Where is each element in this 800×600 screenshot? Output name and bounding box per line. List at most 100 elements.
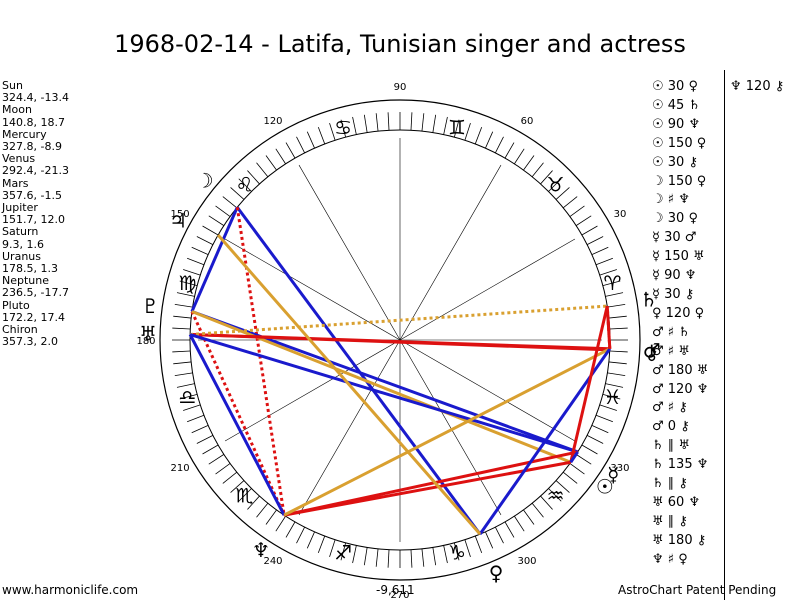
zodiac-sign-icon: ♈	[604, 271, 622, 295]
house-spoke	[399, 339, 502, 516]
degree-tick	[202, 225, 219, 236]
degree-tick	[317, 535, 326, 553]
aspect-table-extra: ♆ 120 ⚷	[730, 79, 785, 94]
planet-icon: ♄	[640, 287, 658, 311]
planet-icon: ♂	[643, 339, 661, 363]
aspect-row: ☉ 45 ♄	[652, 97, 701, 113]
degree-tick	[196, 434, 214, 444]
degree-tick	[410, 112, 413, 131]
degree-tick	[275, 515, 286, 532]
house-spoke	[399, 164, 502, 341]
outer-circle	[159, 99, 641, 581]
degree-tick	[352, 116, 357, 135]
degree-tick	[208, 215, 225, 226]
degree-tick	[464, 123, 471, 141]
aspect-line	[190, 310, 286, 516]
planet-position-list: Sun 324.4, -13.4 Moon 140.8, 18.7 Mercury 327…	[2, 79, 69, 349]
aspect-row: ♄ ∥ ♅	[652, 438, 691, 454]
degree-tick	[443, 545, 448, 564]
planet-icon: ☉	[596, 475, 614, 499]
planet-icon: ♀	[489, 561, 504, 585]
aspect-line	[283, 347, 611, 517]
aspect-line	[235, 207, 286, 516]
degree-tick	[605, 292, 624, 297]
degree-tick	[176, 292, 195, 297]
degree-label: 90	[394, 82, 407, 93]
degree-tick	[555, 480, 570, 493]
degree-tick	[523, 509, 535, 525]
degree-tick	[514, 148, 525, 165]
aspect-line	[605, 305, 612, 349]
degree-tick	[523, 155, 535, 171]
planet-coords: 357.3, 2.0	[2, 335, 58, 349]
planet-icon: ♃	[169, 209, 187, 233]
degree-tick	[375, 548, 379, 567]
aspect-row: ♂ 0 ⚷	[652, 419, 690, 435]
zodiac-sign-icon: ♍	[179, 271, 197, 295]
planet-coords: 151.7, 12.0	[2, 213, 65, 227]
planet-coords: 9.3, 1.6	[2, 237, 44, 251]
degree-label: 210	[170, 463, 189, 474]
degree-label: 330	[610, 463, 629, 474]
degree-tick	[474, 535, 483, 553]
degree-tick	[174, 303, 193, 308]
aspect-line	[191, 310, 579, 454]
planet-coords: 140.8, 18.7	[2, 115, 65, 129]
degree-tick	[340, 119, 347, 138]
degree-tick	[174, 372, 193, 377]
degree-tick	[540, 495, 553, 510]
aspect-row: ☉ 90 ♆	[652, 116, 701, 132]
degree-tick	[215, 205, 231, 217]
aspect-row: ☿ 30 ♂	[652, 230, 697, 246]
website-link[interactable]: www.harmoniclife.com	[2, 583, 139, 597]
aspect-row: ☿ 90 ♆	[652, 268, 697, 284]
planet-name: Venus	[2, 152, 36, 166]
zodiac-sign-icon: ♉	[547, 172, 565, 196]
aspect-line	[189, 333, 579, 454]
planet-icon: ♅	[139, 321, 157, 345]
aspect-row: ♅ 180 ⚷	[652, 532, 707, 548]
aspect-row: ♂ ♯ ♄	[652, 324, 690, 340]
degree-tick	[238, 178, 252, 192]
planet-name: Sun	[2, 79, 23, 92]
degree-tick	[540, 170, 553, 185]
planet-name: Chiron	[2, 323, 38, 337]
degree-tick	[602, 393, 621, 400]
planet-icon: ♇	[141, 294, 159, 318]
degree-tick	[306, 131, 315, 149]
degree-tick	[208, 454, 225, 465]
degree-tick	[548, 488, 562, 502]
aspect-row: ♂ 120 ♆	[652, 381, 709, 397]
degree-tick	[173, 315, 192, 319]
aspect-line	[189, 304, 608, 336]
planet-name: Pluto	[2, 298, 30, 312]
degree-tick	[575, 215, 592, 226]
zodiac-sign-icon: ♋	[334, 115, 352, 139]
aspect-row: ♄ ∥ ⚷	[652, 476, 688, 492]
degree-tick	[363, 114, 368, 133]
zodiac-sign-icon: ♓	[604, 385, 622, 409]
zodiac-sign-glyphs: ♈ ♉ ♊ ♋ ♌ ♍ ♎ ♏ ♐ ♑ ♒ ♓	[179, 115, 622, 564]
planet-coords: 327.8, -8.9	[2, 140, 62, 154]
degree-tick	[410, 549, 413, 568]
degree-tick	[222, 196, 238, 209]
degree-tick	[285, 521, 296, 538]
degree-tick	[494, 136, 504, 154]
degree-tick	[607, 372, 626, 377]
aspect-row: ☽ 30 ♀	[652, 211, 698, 227]
degree-tick	[569, 205, 585, 217]
aspect-row: ♅ 60 ♆	[652, 494, 701, 510]
degree-tick	[202, 444, 219, 455]
degree-tick	[591, 246, 609, 255]
degree-tick	[421, 548, 425, 567]
degree-tick	[196, 236, 214, 246]
degree-tick	[387, 112, 390, 131]
degree-tick	[531, 502, 544, 518]
degree-tick	[230, 187, 245, 200]
degree-tick	[317, 127, 326, 145]
degree-tick	[285, 142, 296, 159]
degree-tick	[599, 269, 617, 276]
degree-tick	[265, 155, 277, 171]
planet-name: Mars	[2, 176, 29, 190]
